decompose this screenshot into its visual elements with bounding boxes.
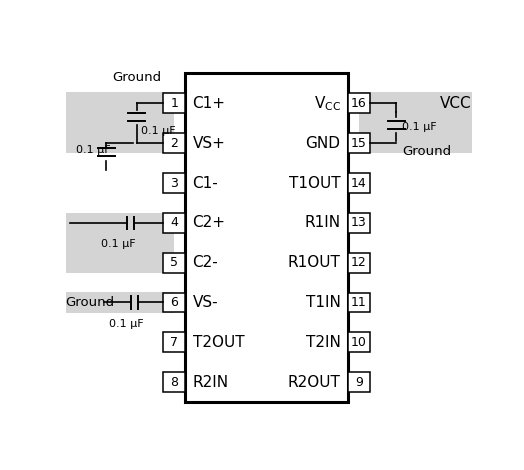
Text: C2-: C2-: [193, 255, 219, 270]
Bar: [348, 292, 370, 313]
Text: 0.1 µF: 0.1 µF: [402, 122, 436, 132]
Text: 11: 11: [351, 296, 367, 309]
Bar: [163, 372, 185, 392]
Text: VS-: VS-: [193, 295, 218, 310]
Bar: [66, 213, 174, 273]
Bar: [185, 73, 348, 402]
Text: R2IN: R2IN: [193, 375, 229, 390]
Text: 15: 15: [351, 137, 367, 150]
Bar: [348, 173, 370, 193]
Bar: [348, 332, 370, 352]
Bar: [348, 94, 370, 113]
Text: 12: 12: [351, 256, 367, 269]
Bar: [348, 372, 370, 392]
Bar: [359, 92, 472, 153]
Bar: [66, 292, 174, 313]
Bar: [66, 92, 174, 153]
Text: 1: 1: [170, 97, 178, 110]
Text: Ground: Ground: [402, 145, 451, 158]
Bar: [163, 173, 185, 193]
Text: Ground: Ground: [66, 296, 115, 309]
Text: T1IN: T1IN: [305, 295, 341, 310]
Text: 6: 6: [170, 296, 178, 309]
Bar: [348, 213, 370, 233]
Text: C2+: C2+: [193, 215, 226, 230]
Text: GND: GND: [305, 136, 341, 151]
Text: C1-: C1-: [193, 176, 219, 190]
Bar: [163, 94, 185, 113]
Text: 3: 3: [170, 177, 178, 189]
Bar: [348, 133, 370, 153]
Text: T2OUT: T2OUT: [193, 335, 244, 350]
Text: 7: 7: [170, 336, 178, 349]
Text: R1IN: R1IN: [304, 215, 341, 230]
Bar: [348, 253, 370, 273]
Text: 0.1 µF: 0.1 µF: [101, 239, 136, 249]
Text: T1OUT: T1OUT: [289, 176, 341, 190]
Text: Ground: Ground: [112, 70, 161, 84]
Text: 2: 2: [170, 137, 178, 150]
Text: C1+: C1+: [193, 96, 226, 111]
Text: 5: 5: [170, 256, 178, 269]
Text: VCC: VCC: [440, 96, 472, 111]
Text: T2IN: T2IN: [305, 335, 341, 350]
Bar: [163, 253, 185, 273]
Text: R2OUT: R2OUT: [288, 375, 341, 390]
Text: 0.1 µF: 0.1 µF: [75, 146, 110, 156]
Text: 0.1 µF: 0.1 µF: [141, 126, 176, 136]
Text: VS+: VS+: [193, 136, 225, 151]
Text: 10: 10: [351, 336, 367, 349]
Text: 13: 13: [351, 216, 367, 229]
Text: 8: 8: [170, 376, 178, 389]
Text: 0.1 µF: 0.1 µF: [109, 319, 144, 329]
Bar: [163, 133, 185, 153]
Bar: [163, 292, 185, 313]
Text: 16: 16: [351, 97, 367, 110]
Text: R1OUT: R1OUT: [288, 255, 341, 270]
Text: 4: 4: [170, 216, 178, 229]
Bar: [163, 213, 185, 233]
Text: 14: 14: [351, 177, 367, 189]
Text: 9: 9: [355, 376, 363, 389]
Text: V$_\mathregular{CC}$: V$_\mathregular{CC}$: [313, 94, 341, 113]
Bar: [163, 332, 185, 352]
